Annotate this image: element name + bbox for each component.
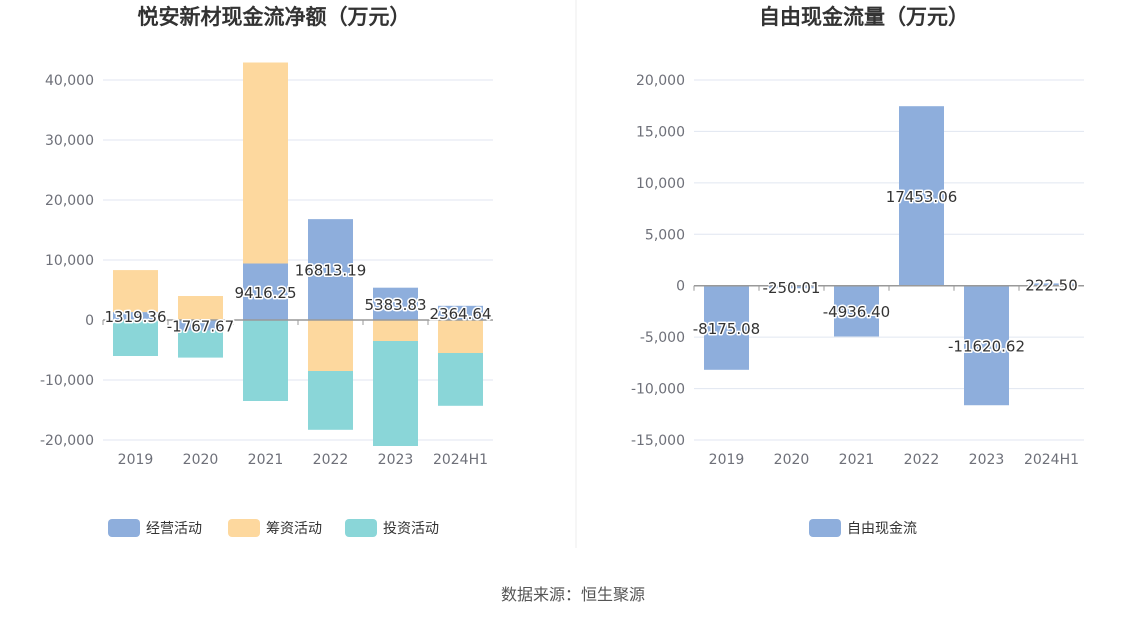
y-tick-label: -20,000 (40, 433, 94, 449)
x-tick-label: 2020 (183, 452, 219, 468)
chart-title: 悦安新材现金流净额（万元） (138, 5, 411, 29)
legend-swatch[interactable] (108, 519, 140, 537)
x-tick-label: 2020 (774, 452, 810, 468)
y-tick-label: 20,000 (636, 73, 685, 89)
data-label: 16813.19 (295, 262, 367, 280)
bar-自由现金流-2021 (834, 285, 879, 337)
legend-swatch[interactable] (809, 519, 841, 537)
bar-经营活动-2024H1 (438, 305, 483, 320)
legend-label[interactable]: 自由现金流 (847, 521, 917, 537)
legend-label[interactable]: 筹资活动 (266, 520, 322, 537)
data-label: 1319.36 (104, 308, 166, 326)
bar-投资活动-2024H1 (438, 353, 483, 406)
data-label: -8175.08 (693, 320, 760, 338)
bar-投资活动-2022 (308, 371, 353, 430)
data-label: 5383.83 (364, 296, 426, 314)
legend-swatch[interactable] (345, 519, 377, 537)
y-tick-label: -5,000 (640, 330, 685, 346)
y-tick-label: -10,000 (40, 373, 94, 389)
legend-label[interactable]: 投资活动 (383, 521, 439, 537)
y-tick-label: 0 (676, 279, 685, 295)
bar-自由现金流-2020 (769, 285, 814, 289)
bar-筹资活动-2023 (373, 320, 418, 341)
x-tick-label: 2023 (969, 452, 1005, 468)
bar-经营活动-2022 (308, 219, 353, 320)
bar-投资活动-2021 (243, 320, 288, 401)
bar-自由现金流-2024H1 (1029, 283, 1074, 286)
bar-投资活动-2019 (113, 320, 158, 356)
data-label: 222.50 (1025, 277, 1078, 295)
cashflow-net-chart: 悦安新材现金流净额（万元） 40,000 30,000 20,000 10,000 0 -1… (40, 5, 493, 537)
x-tick-label: 2024H1 (1024, 452, 1079, 468)
chart-title: 自由现金流量（万元） (759, 5, 969, 29)
data-label: -250.01 (763, 279, 821, 297)
x-tick-label: 2022 (904, 452, 940, 468)
x-tick-label: 2024H1 (433, 452, 488, 468)
y-tick-label: 40,000 (45, 73, 94, 89)
bar-筹资活动-2022 (308, 320, 353, 371)
bar-经营活动-2020 (178, 320, 223, 331)
y-tick-label: 30,000 (45, 133, 94, 149)
x-tick-label: 2021 (839, 452, 875, 468)
bar-自由现金流-2023 (964, 285, 1009, 406)
y-tick-label: 0 (85, 313, 94, 329)
y-tick-label: 15,000 (636, 124, 685, 140)
y-tick-label: 5,000 (645, 227, 685, 243)
x-tick-label: 2023 (378, 452, 414, 468)
bar-经营活动-2023 (373, 287, 418, 320)
bar-投资活动-2023 (373, 341, 418, 446)
bar-投资活动-2020 (178, 330, 223, 358)
bar-自由现金流-2022 (899, 106, 944, 286)
y-tick-label: 20,000 (45, 193, 94, 209)
bar-筹资活动-2020 (178, 296, 223, 320)
y-tick-label: -15,000 (631, 433, 685, 449)
data-label: 2364.64 (429, 305, 491, 323)
y-tick-label: -10,000 (631, 382, 685, 398)
y-tick-label: 10,000 (636, 176, 685, 192)
x-tick-label: 2019 (709, 452, 745, 468)
data-label: 9416.25 (234, 284, 296, 302)
bar-自由现金流-2019 (704, 285, 749, 370)
bar-经营活动-2021 (243, 263, 288, 320)
bar-经营活动-2019 (113, 312, 158, 320)
bar-筹资活动-2021 (243, 62, 288, 264)
bar-筹资活动-2024H1 (438, 320, 483, 353)
y-tick-label: 10,000 (45, 253, 94, 269)
legend-label[interactable]: 经营活动 (146, 521, 202, 537)
x-tick-label: 2021 (248, 452, 284, 468)
data-label: -4936.40 (823, 303, 890, 321)
data-label: 17453.06 (886, 188, 958, 206)
data-label: -1767.67 (167, 317, 234, 335)
data-source: 数据来源：恒生聚源 (501, 585, 645, 604)
x-tick-label: 2019 (118, 452, 154, 468)
data-label: -11620.62 (948, 337, 1025, 355)
x-tick-label: 2022 (313, 452, 349, 468)
bar-筹资活动-2019 (113, 270, 158, 313)
legend-swatch[interactable] (228, 519, 260, 537)
free-cashflow-chart: 自由现金流量（万元） 20,000 15,000 10,000 5,000 0 -5,000… (631, 5, 1084, 537)
